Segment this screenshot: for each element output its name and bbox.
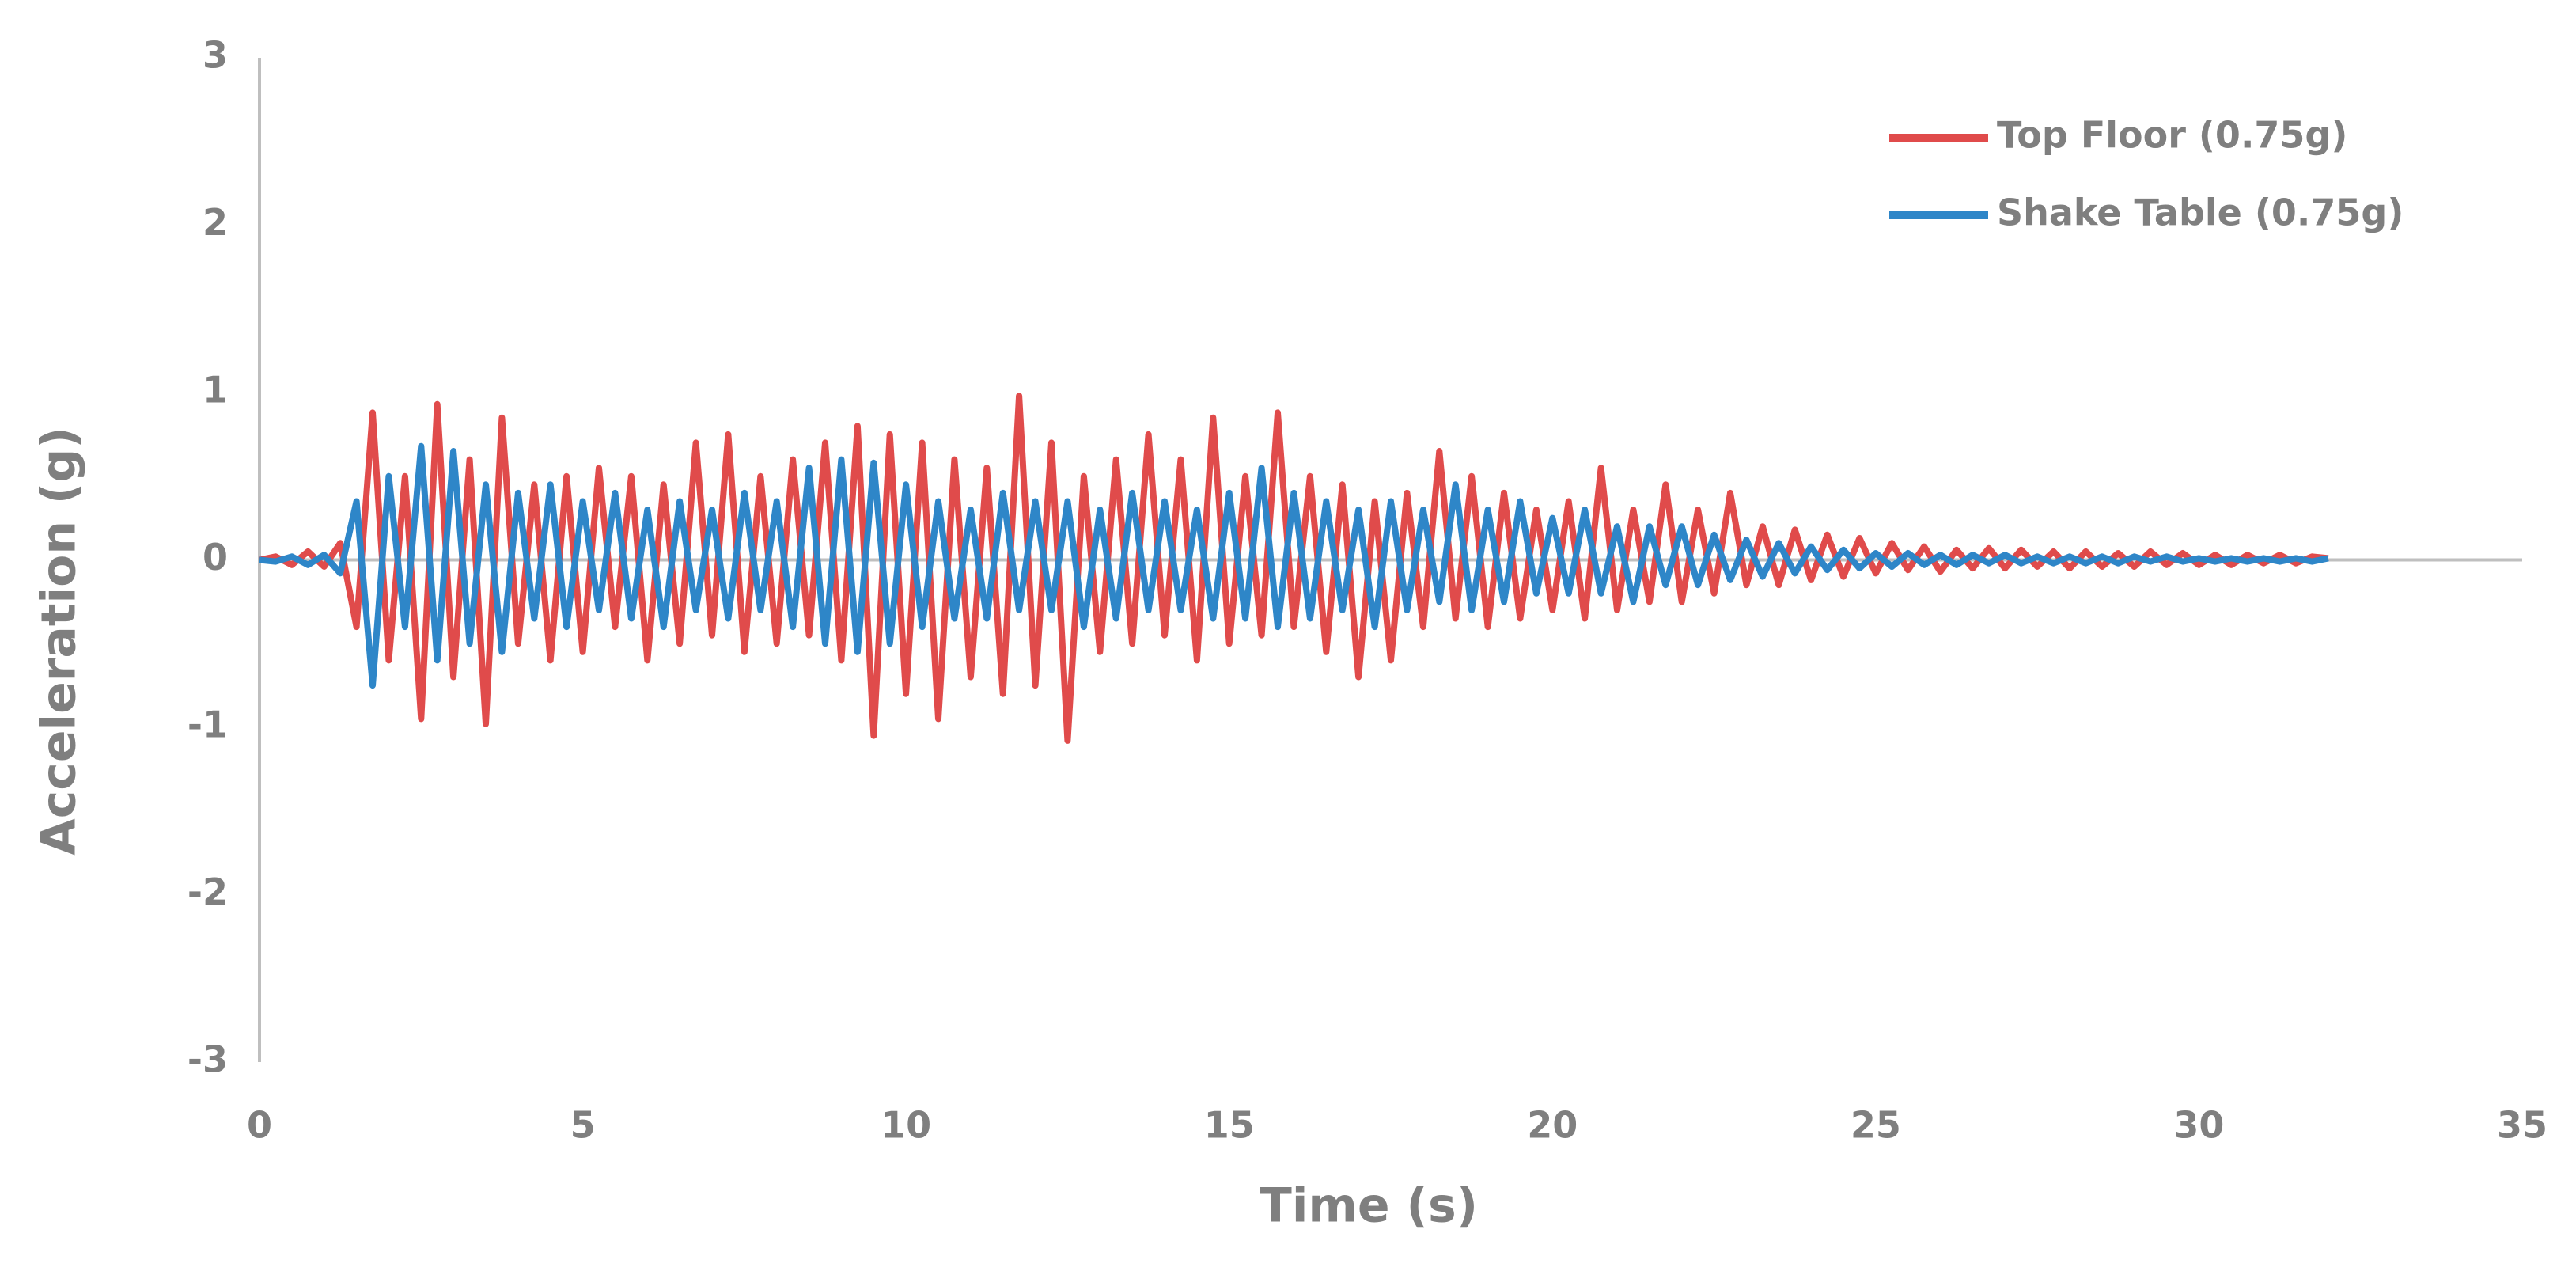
x-tick-label: 25 bbox=[1851, 1104, 1901, 1147]
x-tick-label: 20 bbox=[1527, 1104, 1578, 1147]
y-tick-label: -1 bbox=[188, 704, 228, 746]
y-tick-label: -2 bbox=[188, 871, 228, 913]
legend-label: Top Floor (0.75g) bbox=[1997, 114, 2347, 157]
y-tick-label: -3 bbox=[188, 1038, 228, 1081]
x-tick-label: 30 bbox=[2173, 1104, 2224, 1147]
x-axis-title: Time (s) bbox=[1260, 1178, 1478, 1234]
x-tick-label: 35 bbox=[2497, 1104, 2548, 1147]
data-line bbox=[259, 393, 2329, 744]
x-tick-label: 10 bbox=[881, 1104, 931, 1147]
x-tick-label: 0 bbox=[247, 1104, 272, 1147]
y-axis-title: Acceleration (g) bbox=[32, 427, 87, 855]
x-tick-label: 5 bbox=[570, 1104, 596, 1147]
y-tick-label: 1 bbox=[203, 369, 228, 412]
x-tick-label: 15 bbox=[1204, 1104, 1255, 1147]
data-line bbox=[259, 442, 2329, 689]
y-tick-label: 3 bbox=[203, 34, 228, 77]
y-tick-label: 2 bbox=[203, 201, 228, 244]
legend-label: Shake Table (0.75g) bbox=[1997, 192, 2404, 234]
y-tick-label: 0 bbox=[203, 536, 228, 579]
